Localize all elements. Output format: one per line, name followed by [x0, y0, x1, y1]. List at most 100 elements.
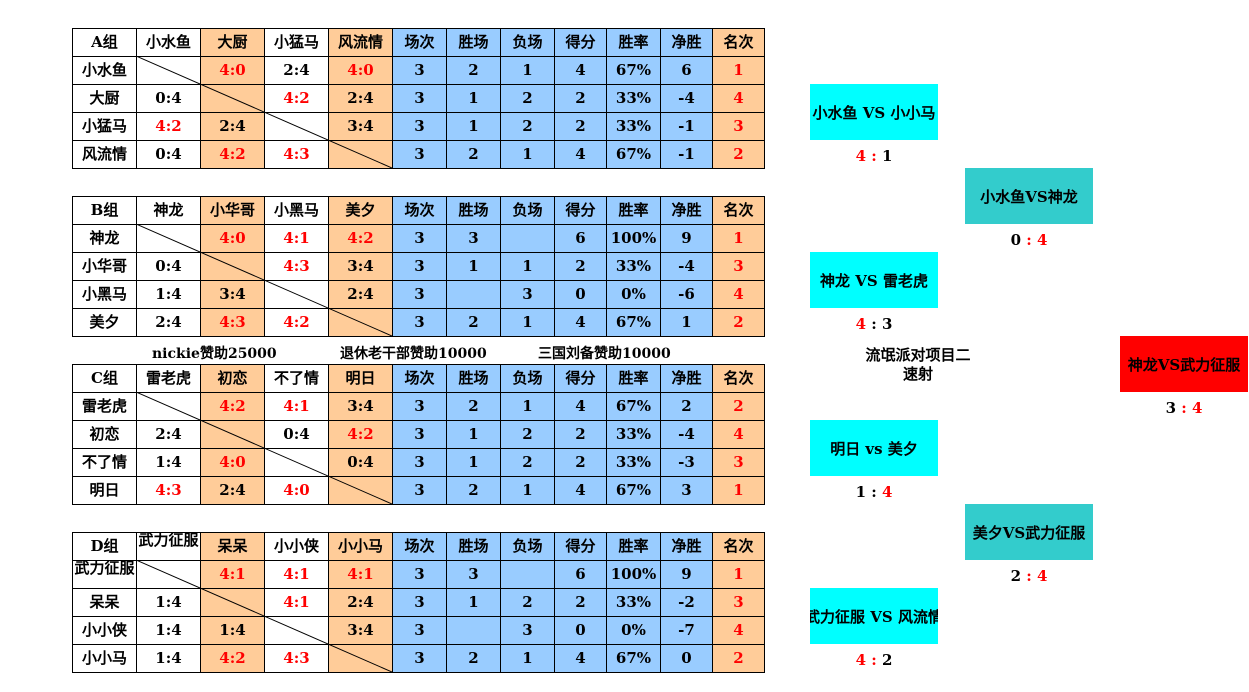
stat-cell: 3	[392, 476, 447, 505]
diagonal-cell	[136, 392, 201, 421]
stat-cell: 0%	[606, 616, 661, 645]
stat-cell: 67%	[606, 476, 661, 505]
column-header-stat: 得分	[554, 364, 607, 393]
match-score-cell: 2:4	[328, 588, 393, 617]
column-header-player: 小小马	[328, 532, 393, 561]
table-row: 风流情 0:4 4:2 4:3 3 2 1 4 67% -1 2	[72, 140, 765, 169]
stat-cell: 4	[554, 392, 607, 421]
stat-cell: 67%	[606, 56, 661, 85]
match-box[interactable]: 神龙 VS 雷老虎	[810, 252, 938, 308]
stat-cell: 3	[392, 224, 447, 253]
column-header-stat: 名次	[712, 196, 765, 225]
match-score-cell: 2:4	[200, 112, 265, 141]
match-score-cell: 3:4	[328, 392, 393, 421]
match-label: 小水鱼 VS 小小马	[812, 103, 936, 122]
stat-cell: 67%	[606, 644, 661, 673]
stat-cell: -7	[660, 616, 713, 645]
stat-cell: 100%	[606, 560, 661, 589]
column-header-player: 小小侠	[264, 532, 329, 561]
diagonal-cell	[200, 84, 265, 113]
stat-cell: -4	[660, 252, 713, 281]
stat-cell: 3	[660, 476, 713, 505]
column-header-player: 呆呆	[200, 532, 265, 561]
group-table-D组: D组 武力征服 呆呆 小小侠 小小马 场次 胜场 负场 得分 胜率 净胜 名次 武力征服 4:1 4:1 4:…	[72, 532, 765, 673]
match-score-cell: 0:4	[136, 140, 201, 169]
score-right: 4	[1036, 231, 1048, 249]
header-row: A组 小水鱼 大厨 小猛马 风流情 场次 胜场 负场 得分 胜率 净胜 名次	[72, 28, 765, 57]
stat-cell: 6	[660, 56, 713, 85]
match-label: 小水鱼VS神龙	[980, 187, 1078, 206]
match-box[interactable]: 明日 vs 美夕	[810, 420, 938, 476]
group-label: D组	[72, 532, 137, 561]
group-label: B组	[72, 196, 137, 225]
table-row: 小华哥 0:4 4:3 3:4 3 1 1 2 33% -4 3	[72, 252, 765, 281]
stat-cell: 2	[446, 56, 501, 85]
stat-cell: 3	[392, 392, 447, 421]
diagonal-cell	[200, 588, 265, 617]
column-header-stat: 胜率	[606, 28, 661, 57]
stat-cell: 4	[712, 420, 765, 449]
row-player-name: 小小侠	[72, 616, 137, 645]
match-score-cell: 4:1	[328, 560, 393, 589]
stat-cell: 3	[392, 644, 447, 673]
stat-cell	[500, 560, 555, 589]
table-row: 大厨 0:4 4:2 2:4 3 1 2 2 33% -4 4	[72, 84, 765, 113]
stat-cell: 1	[446, 420, 501, 449]
column-header-stat: 胜率	[606, 364, 661, 393]
match-box[interactable]: 武力征服 VS 风流情	[810, 588, 938, 644]
group-table-A组: A组 小水鱼 大厨 小猛马 风流情 场次 胜场 负场 得分 胜率 净胜 名次 小水鱼 4:0 2:4 4:0 3…	[72, 28, 765, 169]
match-score-cell: 4:2	[200, 140, 265, 169]
table-row: 明日 4:3 2:4 4:0 3 2 1 4 67% 3 1	[72, 476, 765, 505]
stat-cell: -2	[660, 588, 713, 617]
column-header-stat: 得分	[554, 196, 607, 225]
stat-cell: 0	[554, 280, 607, 309]
match-score-cell: 2:4	[136, 420, 201, 449]
column-header-player: 不了情	[264, 364, 329, 393]
stat-cell: -4	[660, 84, 713, 113]
match-result: 4 : 3	[810, 315, 938, 333]
event-title: 流氓派对项目二 速射	[848, 346, 988, 384]
table-row: 小猛马 4:2 2:4 3:4 3 1 2 2 33% -1 3	[72, 112, 765, 141]
stat-cell: 2	[554, 420, 607, 449]
column-header-player: 小猛马	[264, 28, 329, 57]
column-header-player: 小水鱼	[136, 28, 201, 57]
match-score-cell: 3:4	[200, 280, 265, 309]
column-header-stat: 胜率	[606, 532, 661, 561]
stat-cell: 3	[392, 112, 447, 141]
diagonal-cell	[264, 112, 329, 141]
match-score-cell: 4:0	[328, 56, 393, 85]
match-result: 1 : 4	[810, 483, 938, 501]
column-header-stat: 场次	[392, 196, 447, 225]
table-row: 呆呆 1:4 4:1 2:4 3 1 2 2 33% -2 3	[72, 588, 765, 617]
match-label: 神龙 VS 雷老虎	[820, 271, 928, 290]
stat-cell: 2	[660, 392, 713, 421]
score-right: 4	[1036, 567, 1048, 585]
column-header-player: 雷老虎	[136, 364, 201, 393]
match-box[interactable]: 神龙VS武力征服	[1120, 336, 1248, 392]
match-score-cell: 4:2	[200, 644, 265, 673]
match-box[interactable]: 小水鱼VS神龙	[965, 168, 1093, 224]
stat-cell: 1	[500, 140, 555, 169]
match-box[interactable]: 美夕VS武力征服	[965, 504, 1093, 560]
stat-cell: 2	[712, 392, 765, 421]
score-right: 4	[881, 483, 893, 501]
match-score-cell: 4:1	[264, 224, 329, 253]
stat-cell: -1	[660, 112, 713, 141]
table-row: 不了情 1:4 4:0 0:4 3 1 2 2 33% -3 3	[72, 448, 765, 477]
row-player-name: 小水鱼	[72, 56, 137, 85]
row-player-name: 小小马	[72, 644, 137, 673]
column-header-stat: 负场	[500, 196, 555, 225]
stat-cell: 2	[500, 420, 555, 449]
match-box[interactable]: 小水鱼 VS 小小马	[810, 84, 938, 140]
table-row: 初恋 2:4 0:4 4:2 3 1 2 2 33% -4 4	[72, 420, 765, 449]
stat-cell: 4	[712, 84, 765, 113]
row-player-name: 小猛马	[72, 112, 137, 141]
match-result: 2 : 4	[965, 567, 1093, 585]
stat-cell: 2	[712, 140, 765, 169]
stat-cell: 1	[500, 392, 555, 421]
row-player-name: 初恋	[72, 420, 137, 449]
match-score-cell: 1:4	[136, 588, 201, 617]
stat-cell: 3	[446, 560, 501, 589]
table-row: 小小马 1:4 4:2 4:3 3 2 1 4 67% 0 2	[72, 644, 765, 673]
match-score-cell: 0:4	[136, 252, 201, 281]
